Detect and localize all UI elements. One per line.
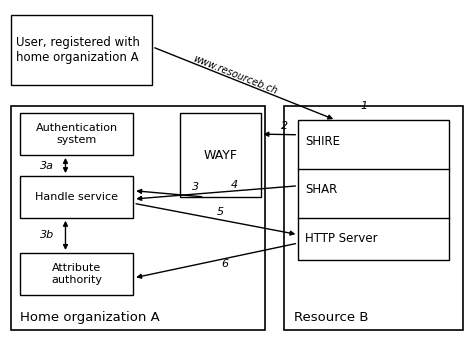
Text: HTTP Server: HTTP Server — [305, 232, 378, 245]
Bar — [298, 120, 449, 260]
Text: User, registered with
home organization A: User, registered with home organization … — [16, 36, 139, 64]
Bar — [11, 15, 152, 85]
Text: 3b: 3b — [39, 230, 54, 240]
Text: Resource B: Resource B — [293, 312, 368, 325]
Bar — [181, 113, 261, 197]
Text: 3: 3 — [191, 182, 199, 192]
Text: 2: 2 — [281, 121, 288, 131]
Text: SHIRE: SHIRE — [305, 134, 340, 147]
Text: 4: 4 — [231, 181, 238, 190]
Text: Handle service: Handle service — [35, 192, 118, 202]
Text: 3a: 3a — [40, 161, 54, 170]
Bar — [284, 106, 463, 330]
Text: Attribute
authority: Attribute authority — [51, 263, 102, 284]
Text: WAYF: WAYF — [203, 149, 237, 162]
Text: 6: 6 — [222, 259, 229, 269]
Bar — [20, 113, 133, 155]
Text: Authentication
system: Authentication system — [36, 123, 118, 145]
Text: SHAR: SHAR — [305, 183, 337, 196]
Text: 1: 1 — [361, 101, 368, 111]
Bar — [20, 253, 133, 295]
Text: Home organization A: Home organization A — [20, 312, 160, 325]
Bar — [20, 176, 133, 218]
Bar — [11, 106, 265, 330]
Text: 5: 5 — [217, 207, 224, 217]
Text: www.resourceb.ch: www.resourceb.ch — [191, 54, 278, 96]
